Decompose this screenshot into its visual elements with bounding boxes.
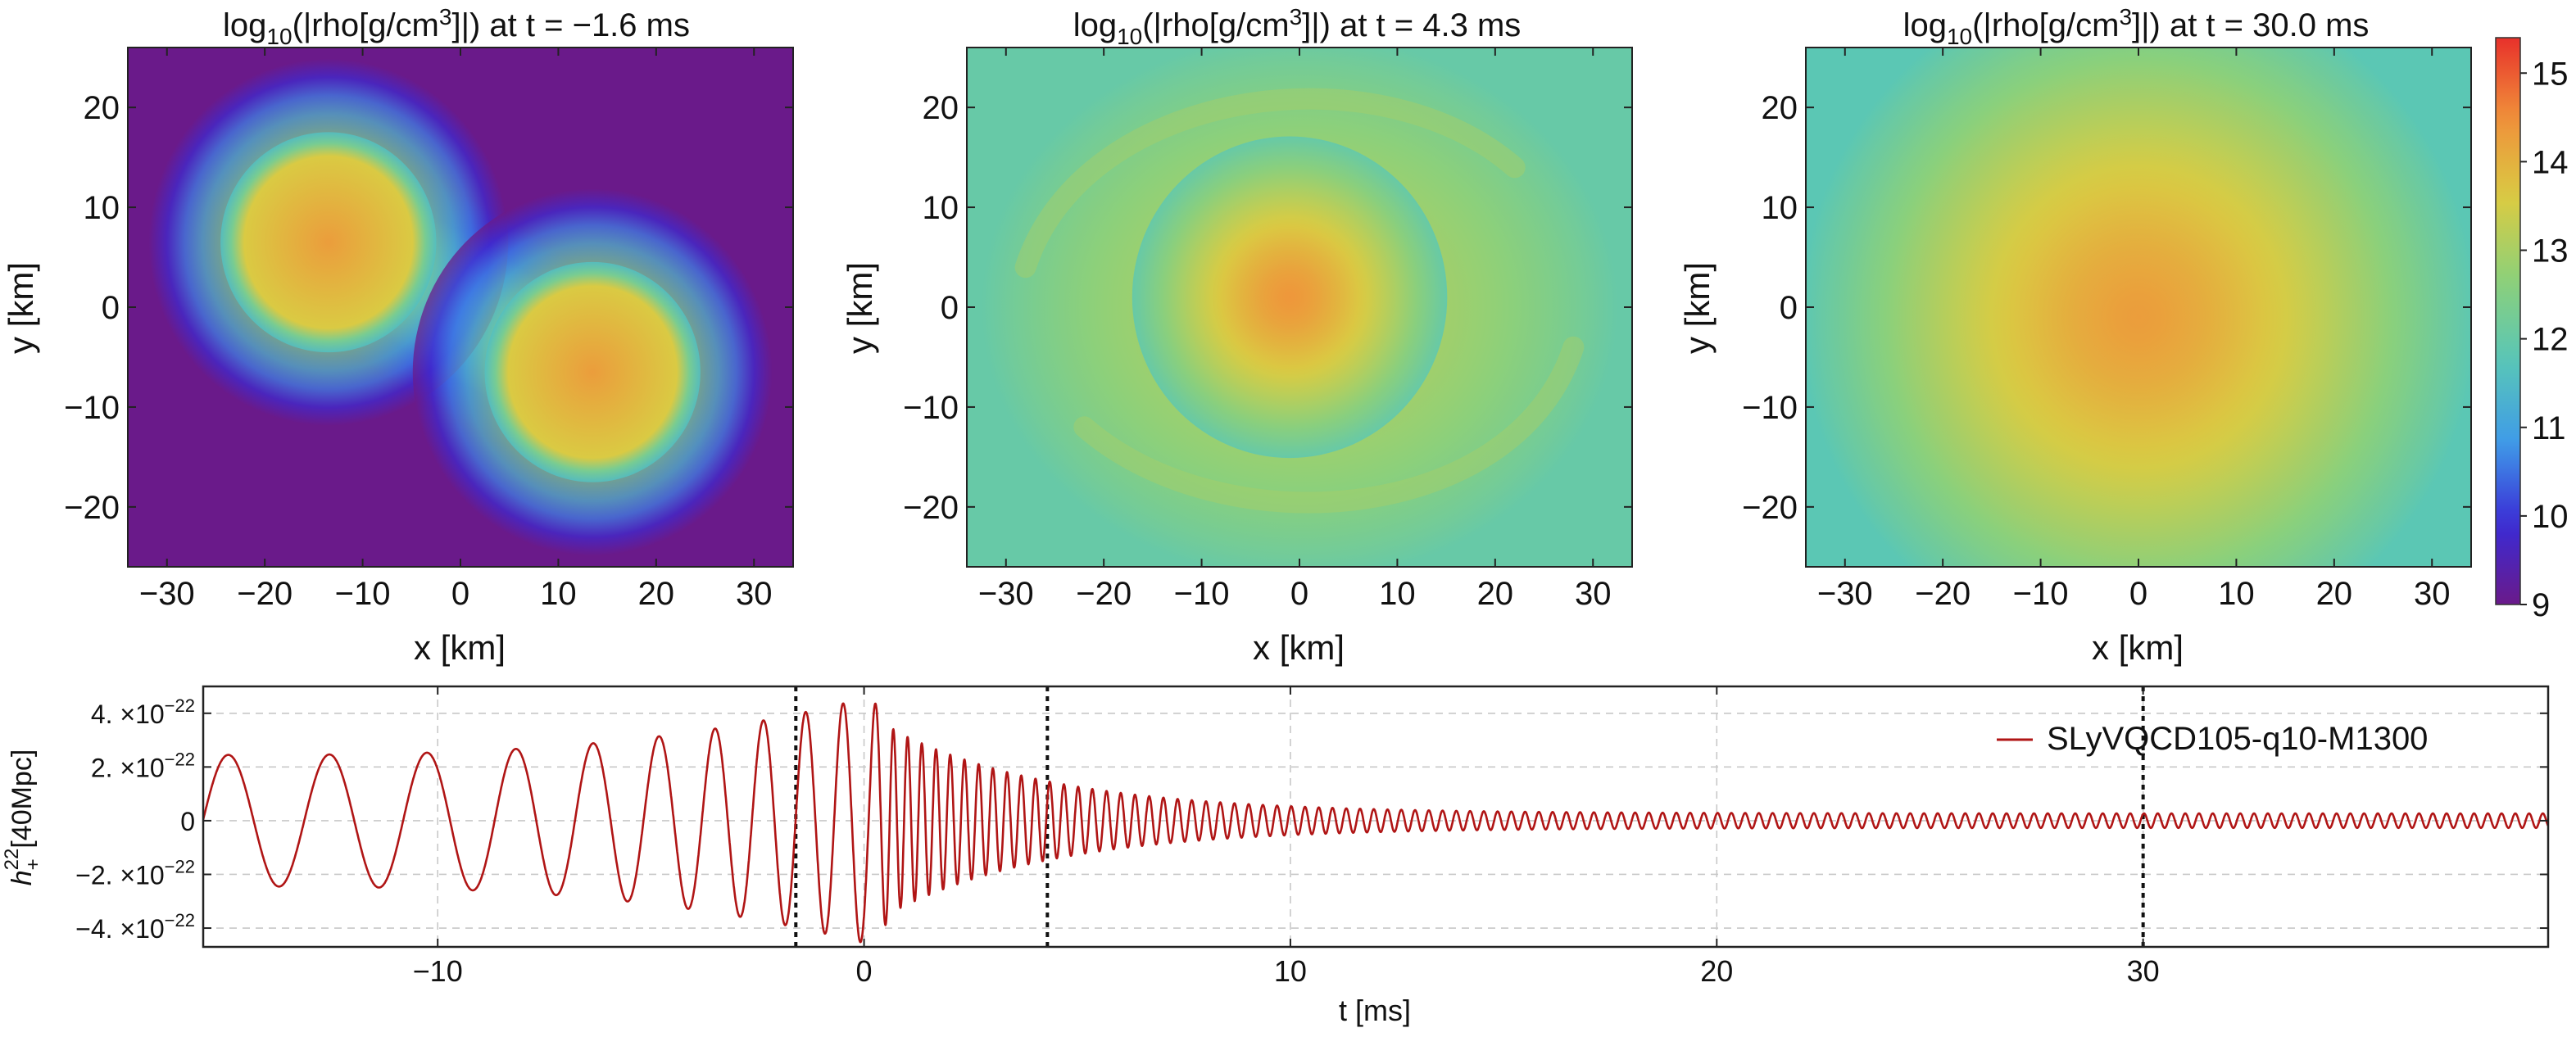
x-tick-label: 20 [1700,954,1733,988]
waveform-ticks: −10 0 10 20 30 4. ×10−22 2. ×10−22 0 −2. ×10−22 −… [75,686,2548,988]
y-tick-label: 20 [84,90,120,126]
colorbar-tick-label: 15 [2532,56,2569,92]
x-tick-label: 10 [1274,954,1307,988]
colorbar-gradient [2495,37,2521,605]
x-tick-label: 0 [856,954,873,988]
y-tick-label: 10 [923,190,959,226]
y-tick-label: 0 [941,290,959,326]
panel-1-density-map [128,48,793,567]
waveform-legend: SLyVQCD105-q10-M1300 [1997,721,2428,757]
panel-2-ylabel: y [km] [841,262,879,354]
colorbar-ticks: 9 10 11 12 13 14 15 [2520,56,2569,623]
panel-2-ticks: −30 −20 −10 0 10 20 30 −20 −10 0 10 20 [903,48,1632,612]
y-tick-label: −20 [1742,490,1798,526]
x-tick-label: 0 [2129,576,2147,612]
spiral-arm [1073,336,1585,514]
x-tick-label: −30 [139,576,195,612]
y-tick-label: 20 [1762,90,1798,126]
x-tick-label: −20 [1915,576,1971,612]
x-tick-label: −20 [1076,576,1132,612]
x-tick-label: 20 [638,576,675,612]
panel-3-title: log10(|rho[g/cm3]|) at t = 30.0 ms [1903,4,2370,49]
legend-label: SLyVQCD105-q10-M1300 [2047,721,2428,757]
x-tick-label: 0 [451,576,469,612]
panel-2-density-map [967,48,1632,567]
density-panel-1: log10(|rho[g/cm3]|) at t = −1.6 ms −30 −2… [2,4,794,667]
colorbar-tick-label: 12 [2532,322,2569,358]
waveform-ylabel: h+22[40Mpc] [1,749,44,886]
y-tick-label: 2. ×10−22 [91,749,195,782]
y-tick-label: −4. ×10−22 [75,910,195,944]
colorbar-tick-label: 10 [2532,499,2569,535]
panel-1-ticks: −30 −20 −10 0 10 20 30 −20 −10 0 10 20 [64,48,793,612]
waveform-series-line [203,702,2548,944]
neutron-star [484,261,701,482]
y-tick-label: −10 [903,390,959,426]
x-tick-label: 10 [2218,576,2255,612]
colorbar: 9 10 11 12 13 14 15 [2495,37,2569,623]
x-tick-label: −10 [413,954,463,988]
density-panel-2: log10(|rho[g/cm3]|) at t = 4.3 ms −30 −20… [841,4,1633,667]
x-tick-label: 20 [1477,576,1514,612]
y-tick-label: 10 [1762,190,1798,226]
y-tick-label: 0 [1780,290,1798,326]
waveform-panel: −10 0 10 20 30 4. ×10−22 2. ×10−22 0 −2. ×10−22 −… [1,685,2550,1027]
x-tick-label: 0 [1290,576,1308,612]
y-tick-label: −2. ×10−22 [75,856,195,890]
x-tick-label: −30 [978,576,1034,612]
density-panel-3: log10(|rho[g/cm3]|) at t = 30.0 ms −30 −2… [1678,4,2472,667]
y-tick-label: −20 [903,490,959,526]
x-tick-label: −20 [237,576,293,612]
colorbar-tick-label: 14 [2532,144,2569,180]
x-tick-label: −30 [1817,576,1873,612]
panel-2-xlabel: x [km] [1253,628,1345,667]
remnant-core [1132,136,1448,459]
y-tick-label: 0 [102,290,120,326]
x-tick-label: −10 [335,576,391,612]
neutron-star [220,132,437,353]
x-tick-label: 20 [2316,576,2353,612]
panel-3-ticks: −30 −20 −10 0 10 20 30 −20 −10 0 10 20 [1742,48,2471,612]
y-tick-label: −20 [64,490,120,526]
x-tick-label: −10 [1174,576,1230,612]
panel-1-title: log10(|rho[g/cm3]|) at t = −1.6 ms [223,4,690,49]
y-tick-label: 20 [923,90,959,126]
y-tick-label: −10 [64,390,120,426]
panel-1-ylabel: y [km] [2,262,40,354]
x-tick-label: −10 [2013,576,2069,612]
panel-1-xlabel: x [km] [414,628,506,667]
y-tick-label: 0 [180,807,195,836]
x-tick-label: 30 [736,576,773,612]
x-tick-label: 30 [2127,954,2160,988]
remnant-core [1806,48,2471,567]
spiral-arm [1014,88,1526,278]
waveform-xlabel: t [ms] [1339,994,1411,1027]
y-tick-label: 4. ×10−22 [91,695,195,729]
panel-2-title: log10(|rho[g/cm3]|) at t = 4.3 ms [1073,4,1522,49]
x-tick-label: 30 [2414,576,2451,612]
waveform-time-markers [794,686,2145,947]
colorbar-tick-label: 9 [2532,587,2550,623]
x-tick-label: 30 [1575,576,1612,612]
y-tick-label: 10 [84,190,120,226]
x-tick-label: 10 [1379,576,1416,612]
x-tick-label: 10 [540,576,577,612]
colorbar-tick-label: 11 [2532,410,2566,446]
colorbar-tick-label: 13 [2532,233,2569,269]
waveform-frame [202,685,2550,949]
y-tick-label: −10 [1742,390,1798,426]
panel-3-xlabel: x [km] [2092,628,2184,667]
panel-3-ylabel: y [km] [1678,262,1717,354]
panel-3-density-map [1806,48,2471,567]
